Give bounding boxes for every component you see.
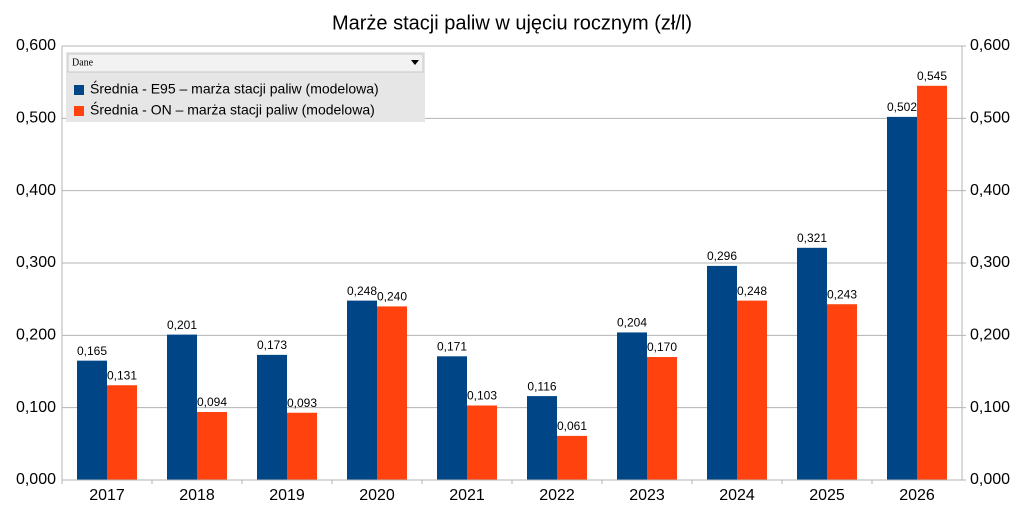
data-label: 0,165 bbox=[77, 344, 107, 358]
y2-tick-label: 0,500 bbox=[970, 110, 1010, 127]
data-label: 0,321 bbox=[797, 231, 827, 245]
data-label: 0,243 bbox=[827, 287, 857, 301]
data-label: 0,173 bbox=[257, 338, 287, 352]
data-label: 0,116 bbox=[527, 379, 556, 393]
x-tick-label: 2019 bbox=[269, 487, 305, 504]
x-tick-label: 2024 bbox=[719, 487, 755, 504]
data-label: 0,094 bbox=[197, 395, 227, 409]
y-tick-label: 0,400 bbox=[16, 182, 56, 199]
data-label: 0,171 bbox=[437, 339, 467, 353]
legend-swatch bbox=[74, 106, 84, 116]
bar bbox=[527, 396, 557, 480]
data-label: 0,093 bbox=[287, 396, 317, 410]
legend-label: Średnia - E95 – marża stacji paliw (mode… bbox=[90, 80, 379, 97]
x-tick-label: 2025 bbox=[809, 487, 845, 504]
legend-title: Dane bbox=[72, 57, 94, 68]
bar bbox=[107, 385, 137, 480]
legend-label: Średnia - ON – marża stacji paliw (model… bbox=[90, 101, 375, 118]
data-label: 0,204 bbox=[617, 316, 647, 330]
bar bbox=[557, 435, 587, 480]
bar bbox=[77, 360, 107, 480]
bar bbox=[737, 300, 767, 480]
bar bbox=[827, 304, 857, 480]
bar bbox=[287, 412, 317, 480]
data-label: 0,061 bbox=[557, 419, 587, 433]
y2-tick-label: 0,000 bbox=[970, 471, 1010, 488]
data-label: 0,248 bbox=[347, 284, 377, 298]
x-tick-label: 2020 bbox=[359, 487, 395, 504]
bar bbox=[887, 116, 917, 481]
bar bbox=[437, 356, 467, 480]
chart-title: Marże stacji paliw w ujęciu rocznym (zł/… bbox=[332, 12, 692, 34]
bar bbox=[377, 306, 407, 480]
bar bbox=[797, 247, 827, 480]
data-label: 0,131 bbox=[107, 368, 137, 382]
y-tick-label: 0,100 bbox=[16, 399, 56, 416]
x-tick-label: 2017 bbox=[89, 487, 125, 504]
y2-tick-label: 0,400 bbox=[970, 182, 1010, 199]
y2-tick-label: 0,100 bbox=[970, 399, 1010, 416]
data-label: 0,296 bbox=[707, 249, 737, 263]
bar bbox=[617, 332, 647, 480]
data-label: 0,201 bbox=[167, 318, 197, 332]
data-label: 0,545 bbox=[917, 69, 947, 83]
y2-tick-label: 0,600 bbox=[970, 37, 1010, 54]
data-label: 0,248 bbox=[737, 284, 767, 298]
y-tick-label: 0,200 bbox=[16, 327, 56, 344]
y-tick-label: 0,000 bbox=[16, 471, 56, 488]
y2-tick-label: 0,300 bbox=[970, 254, 1010, 271]
bar bbox=[467, 405, 497, 480]
bar bbox=[707, 265, 737, 480]
bar bbox=[257, 354, 287, 480]
x-tick-label: 2023 bbox=[629, 487, 665, 504]
bar bbox=[917, 85, 947, 481]
y-tick-label: 0,500 bbox=[16, 110, 56, 127]
bar bbox=[647, 357, 677, 480]
legend-swatch bbox=[74, 85, 84, 95]
bar bbox=[347, 300, 377, 480]
legend-header bbox=[67, 53, 424, 73]
x-tick-label: 2022 bbox=[539, 487, 575, 504]
legend-dropdown bbox=[411, 60, 419, 65]
y2-tick-label: 0,200 bbox=[970, 327, 1010, 344]
y-tick-label: 0,300 bbox=[16, 254, 56, 271]
x-tick-label: 2018 bbox=[179, 487, 215, 504]
data-label: 0,103 bbox=[467, 389, 497, 403]
bar bbox=[167, 334, 197, 480]
data-label: 0,170 bbox=[647, 340, 677, 354]
data-label: 0,240 bbox=[377, 290, 407, 304]
bar bbox=[197, 412, 227, 480]
data-label: 0,502 bbox=[887, 100, 917, 114]
y-tick-label: 0,600 bbox=[16, 37, 56, 54]
x-tick-label: 2021 bbox=[449, 487, 485, 504]
x-tick-label: 2026 bbox=[899, 487, 935, 504]
